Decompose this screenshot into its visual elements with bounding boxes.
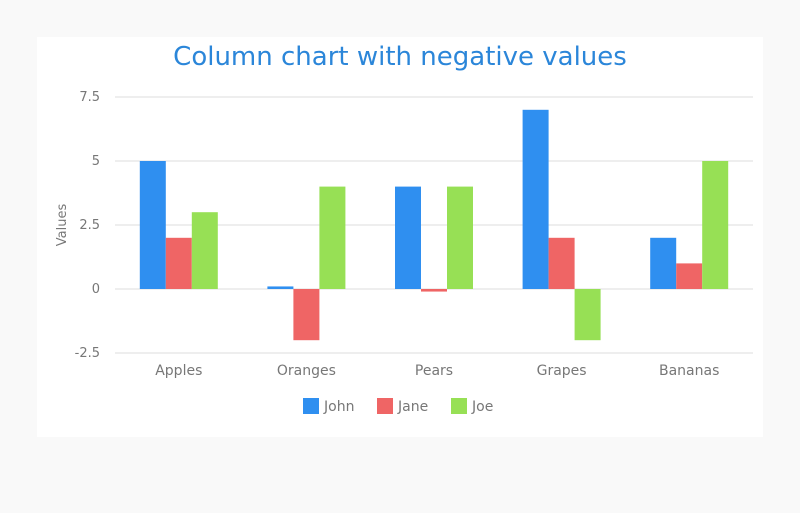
y-tick-label: 5 — [92, 154, 100, 169]
legend-swatch-jane[interactable] — [377, 398, 393, 414]
bar-joe-pears — [447, 186, 473, 289]
y-tick-label: 0 — [92, 282, 100, 297]
x-tick-label: Pears — [415, 363, 453, 379]
legend-label-jane[interactable]: Jane — [397, 399, 428, 415]
legend-label-john[interactable]: John — [323, 399, 354, 415]
bar-john-apples — [139, 161, 166, 289]
y-tick-label: -2.5 — [75, 346, 100, 361]
bar-john-oranges — [267, 286, 294, 289]
bar-john-pears — [395, 186, 421, 289]
x-tick-label: Oranges — [277, 363, 336, 379]
legend-swatch-john[interactable] — [303, 398, 319, 414]
bar-john-bananas — [650, 237, 677, 289]
bar-joe-oranges — [319, 186, 346, 289]
x-tick-label: Apples — [155, 363, 202, 379]
bar-joe-apples — [191, 212, 218, 289]
bar-joe-bananas — [702, 161, 729, 289]
x-tick-label: Grapes — [537, 363, 587, 379]
bar-jane-oranges — [293, 289, 320, 341]
x-tick-label: Bananas — [659, 363, 719, 379]
y-axis-label: Values — [55, 204, 70, 247]
y-tick-label: 2.5 — [79, 218, 100, 233]
bar-jane-apples — [165, 237, 192, 289]
y-tick-label: 7.5 — [79, 90, 100, 105]
bar-jane-grapes — [548, 237, 575, 289]
bar-jane-bananas — [676, 263, 703, 289]
legend-swatch-joe[interactable] — [451, 398, 467, 414]
bar-joe-grapes — [574, 289, 601, 341]
bar-jane-pears — [421, 289, 447, 292]
bar-john-grapes — [522, 109, 549, 289]
legend-label-joe[interactable]: Joe — [471, 399, 493, 415]
chart-title: Column chart with negative values — [173, 42, 627, 72]
